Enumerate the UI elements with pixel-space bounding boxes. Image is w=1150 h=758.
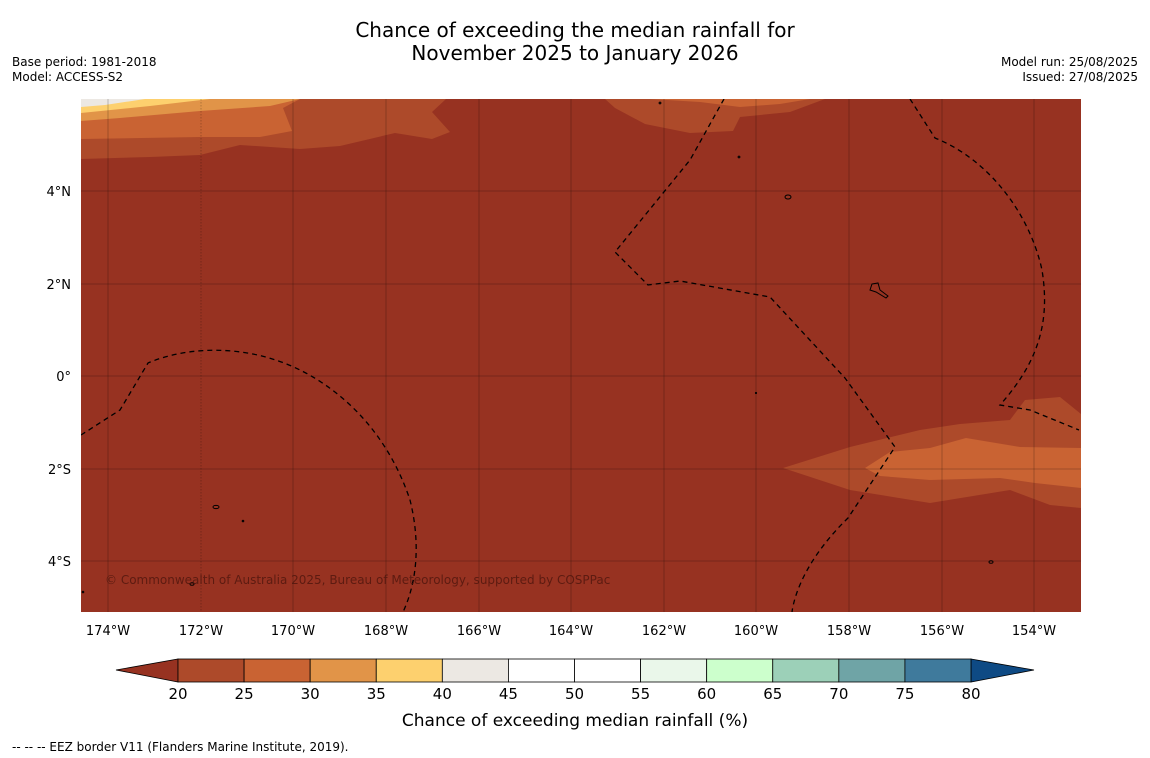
meta-right: Model run: 25/08/2025 Issued: 27/08/2025 <box>1001 55 1138 85</box>
lon-label-158w: 158°W <box>827 624 871 639</box>
eez-border-central <box>614 99 896 612</box>
lat-label-2s: 2°S <box>48 463 71 478</box>
colorbar-segment-45-50 <box>508 658 575 683</box>
colorbar-tick-20: 20 <box>168 685 187 703</box>
colorbar-segment-75-80 <box>904 658 972 683</box>
colorbar-tick-35: 35 <box>367 685 386 703</box>
colorbar-tick-70: 70 <box>829 685 848 703</box>
region-30-35-se <box>865 438 1081 488</box>
eez-border-east <box>909 99 1080 431</box>
latitude-labels: 4°N 2°N 0° 2°S 4°S <box>47 185 72 570</box>
colorbar-tick-65: 65 <box>763 685 782 703</box>
island-8 <box>241 519 245 523</box>
colorbar-segment-35-40 <box>375 658 443 683</box>
lon-label-164w: 164°W <box>549 624 593 639</box>
island-3 <box>212 504 220 510</box>
colorbar-tick-30: 30 <box>301 685 320 703</box>
colorbar-segment-20-25 <box>177 658 245 683</box>
colorbar-segment-30-35 <box>309 658 377 683</box>
colorbar-tick-labels: 20 25 30 35 40 45 50 55 60 65 70 75 80 <box>168 685 980 703</box>
eez-border-west <box>81 349 417 612</box>
colorbar-tick-55: 55 <box>631 685 650 703</box>
map-background-region <box>81 99 1081 612</box>
colorbar-segment-25-30 <box>243 658 311 683</box>
meta-left: Base period: 1981-2018 Model: ACCESS-S2 <box>12 55 157 85</box>
colorbar-low-arrow <box>115 658 179 683</box>
colorbar-segment-65-70 <box>772 658 840 683</box>
lon-label-160w: 160°W <box>734 624 778 639</box>
lon-label-154w: 154°W <box>1012 624 1056 639</box>
lon-label-172w: 172°W <box>179 624 223 639</box>
copyright-text: © Commonwealth of Australia 2025, Bureau… <box>105 573 610 587</box>
island-5 <box>988 560 994 564</box>
colorbar: 20 25 30 35 40 45 50 55 60 65 70 75 80 Chance of exc… <box>115 658 1035 731</box>
lon-label-166w: 166°W <box>457 624 501 639</box>
colorbar-segments <box>177 658 972 683</box>
lat-label-2n: 2°N <box>47 278 72 293</box>
title-line-2: November 2025 to January 2026 <box>411 41 739 65</box>
rainfall-map: © Commonwealth of Australia 2025, Bureau… <box>81 99 1081 612</box>
lon-label-168w: 168°W <box>364 624 408 639</box>
colorbar-segment-70-75 <box>838 658 906 683</box>
colorbar-tick-60: 60 <box>697 685 716 703</box>
longitude-labels: 174°W 172°W 170°W 168°W 166°W 164°W 162°… <box>86 624 1056 639</box>
island-10 <box>81 590 85 594</box>
graticule <box>81 99 1081 612</box>
colorbar-tick-75: 75 <box>895 685 914 703</box>
lon-label-170w: 170°W <box>271 624 315 639</box>
colorbar-tick-80: 80 <box>961 685 980 703</box>
colorbar-high-arrow <box>970 658 1035 683</box>
colorbar-tick-45: 45 <box>499 685 518 703</box>
colorbar-segment-40-45 <box>441 658 509 683</box>
lon-label-174w: 174°W <box>86 624 130 639</box>
lon-label-162w: 162°W <box>642 624 686 639</box>
colorbar-tick-25: 25 <box>235 685 254 703</box>
model-name: Model: ACCESS-S2 <box>12 70 124 84</box>
model-run: Model run: 25/08/2025 <box>1000 55 1138 69</box>
colorbar-segment-55-60 <box>640 658 708 683</box>
colorbar-label: Chance of exceeding median rainfall (%) <box>402 711 748 731</box>
colorbar-tick-50: 50 <box>565 685 584 703</box>
region-30-35-n <box>650 99 810 107</box>
eez-footnote: -- -- -- EEZ border V11 (Flanders Marine… <box>12 740 349 754</box>
islands <box>81 101 994 594</box>
island-9 <box>754 391 758 395</box>
base-period: Base period: 1981-2018 <box>12 55 157 69</box>
island-6 <box>737 155 741 159</box>
issued-date: Issued: 27/08/2025 <box>1022 70 1138 84</box>
title-line-1: Chance of exceeding the median rainfall … <box>355 18 795 42</box>
chart-title: Chance of exceeding the median rainfall … <box>0 19 1150 65</box>
colorbar-segment-50-55 <box>574 658 641 683</box>
island-4 <box>189 582 195 586</box>
island-1 <box>784 194 792 200</box>
colorbar-tick-40: 40 <box>433 685 452 703</box>
lat-label-0: 0° <box>56 370 71 385</box>
eez-borders <box>81 99 1080 612</box>
lat-label-4n: 4°N <box>47 185 72 200</box>
colorbar-segment-60-65 <box>706 658 774 683</box>
lon-label-156w: 156°W <box>920 624 964 639</box>
region-45-50-nw <box>81 99 145 107</box>
lat-label-4s: 4°S <box>48 555 71 570</box>
island-7 <box>658 101 662 105</box>
island-2 <box>869 282 889 299</box>
